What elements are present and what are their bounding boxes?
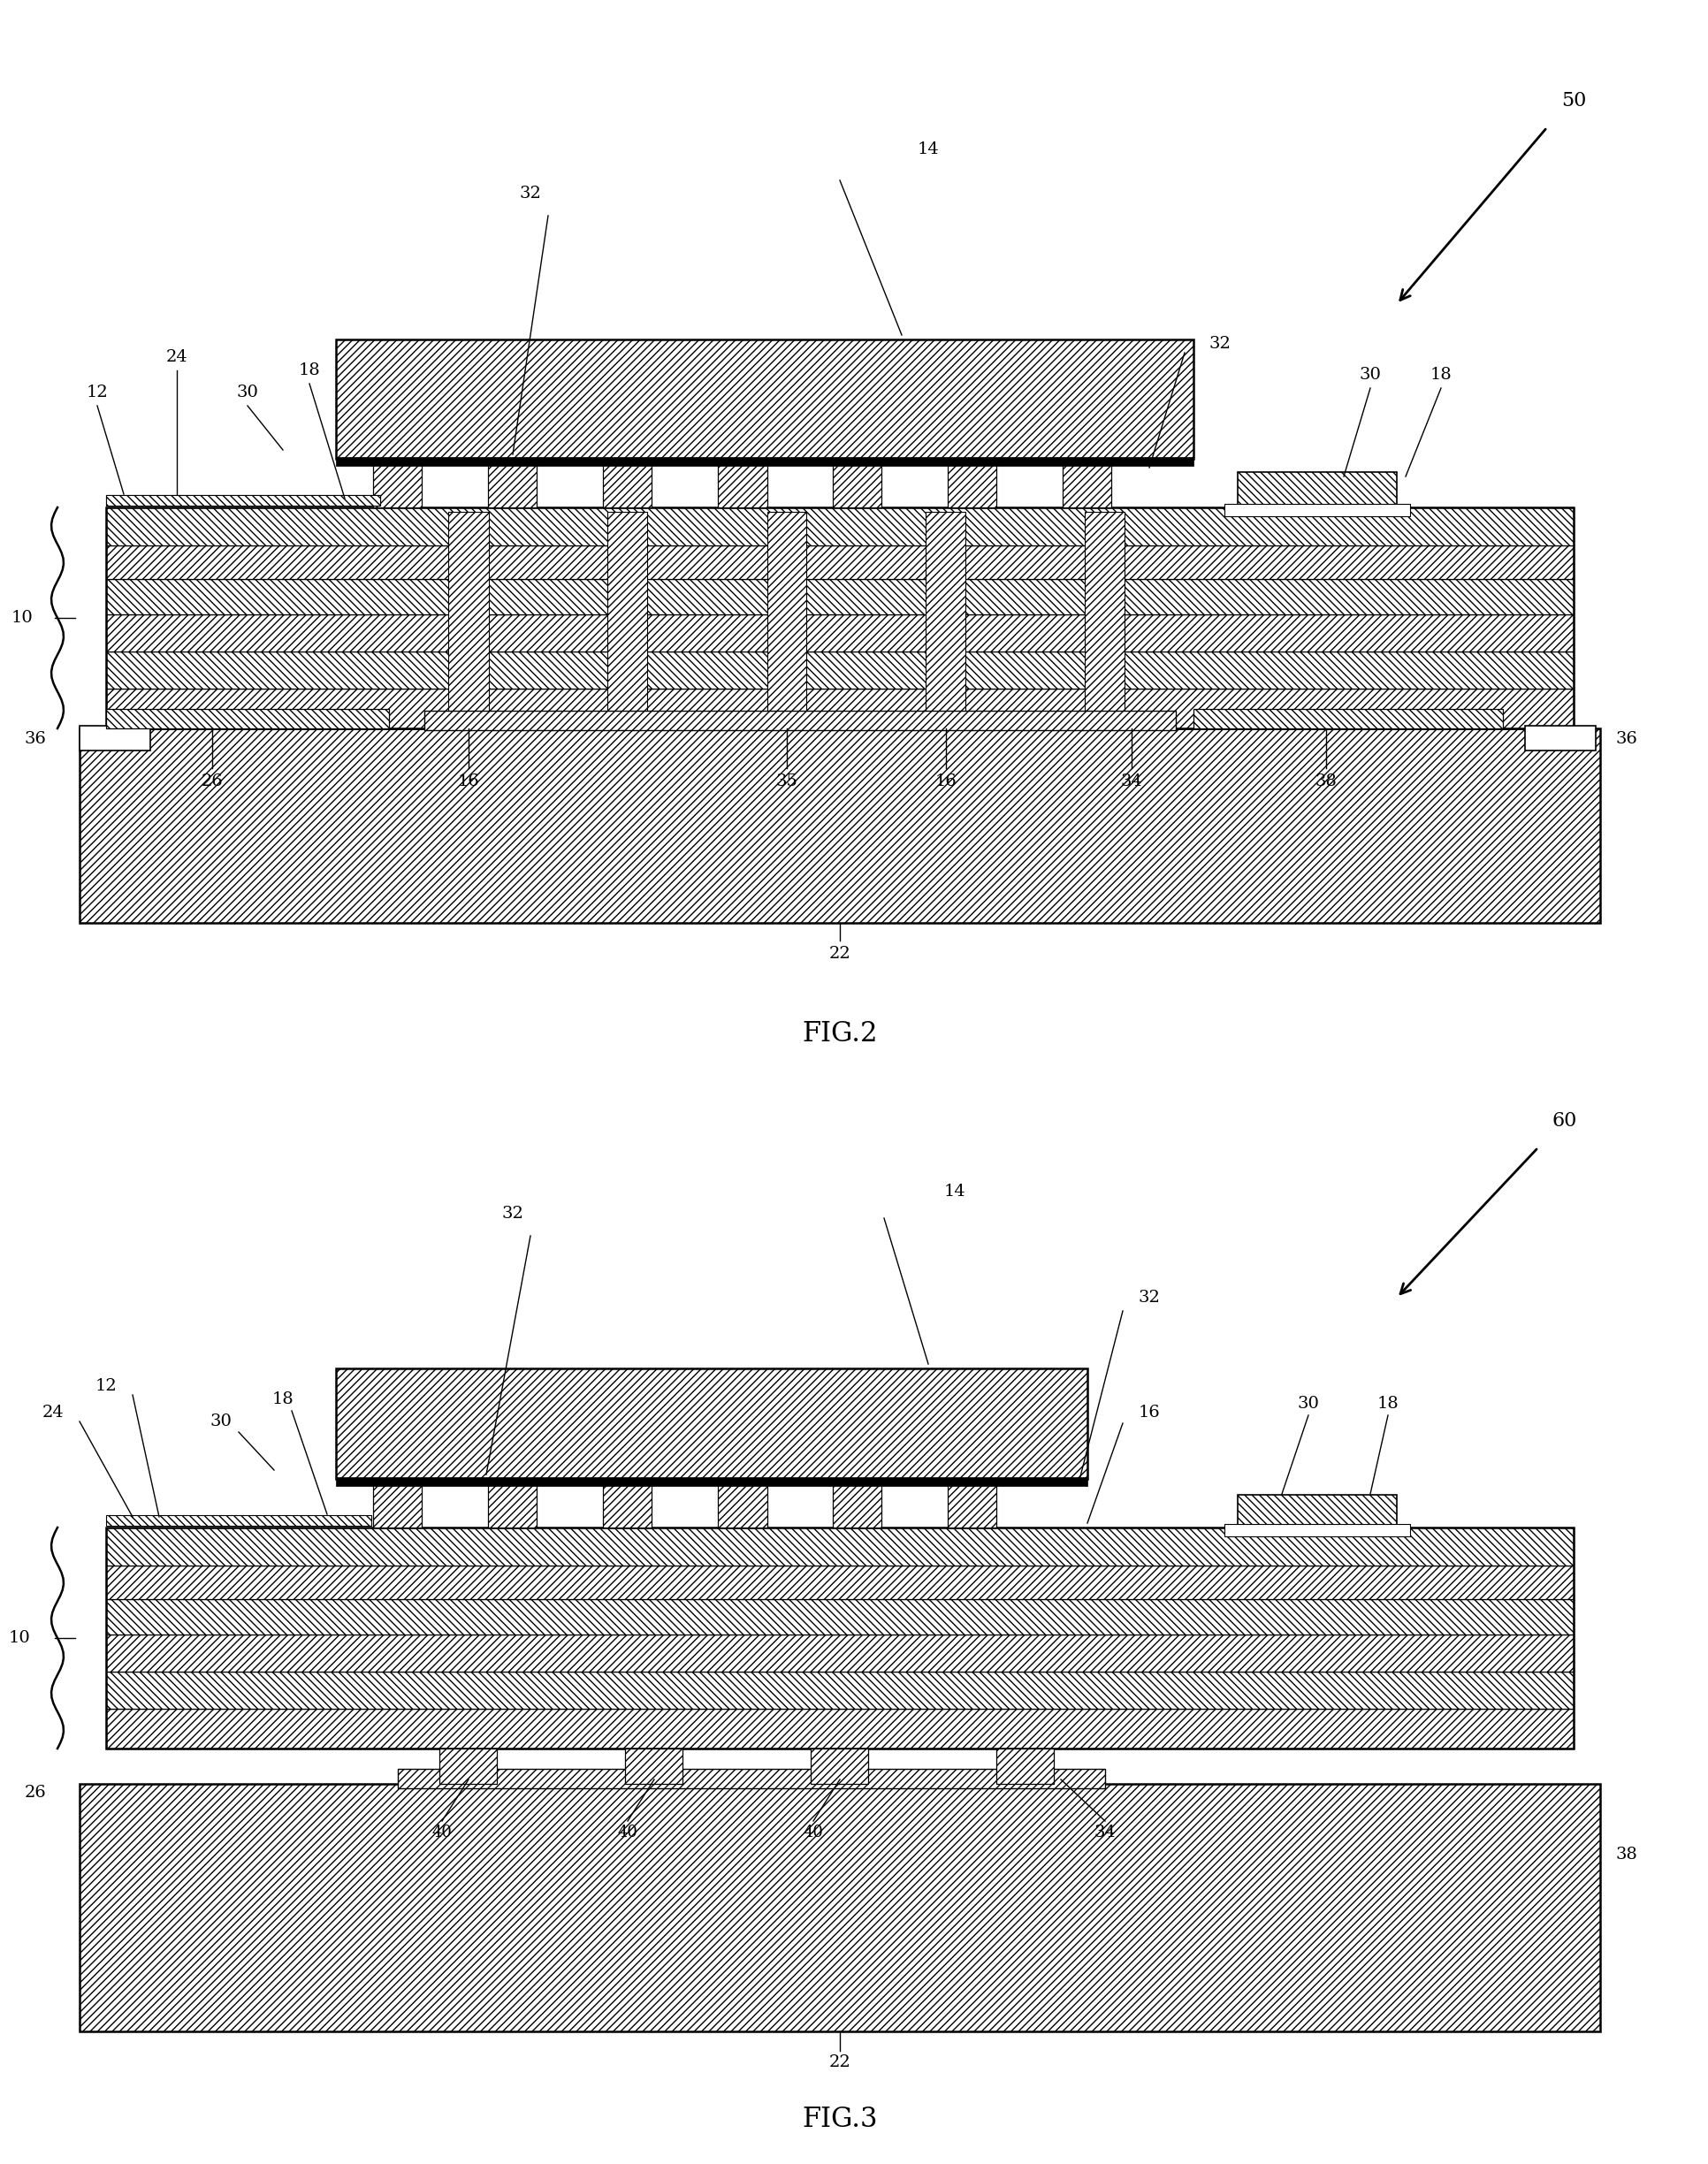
Text: 50: 50 — [1561, 91, 1587, 110]
Bar — [926, 513, 965, 725]
Bar — [106, 1528, 1573, 1565]
Bar — [106, 496, 381, 506]
Bar — [106, 1565, 1573, 1599]
Bar — [625, 1749, 683, 1783]
Bar — [374, 459, 422, 506]
Bar — [424, 710, 1175, 729]
Text: 40: 40 — [803, 1824, 823, 1839]
Bar — [603, 1478, 652, 1528]
Bar — [488, 459, 536, 506]
Text: 30: 30 — [1360, 368, 1382, 383]
Text: 26: 26 — [24, 1785, 46, 1800]
Bar — [1238, 1495, 1397, 1526]
Text: 30: 30 — [210, 1413, 232, 1430]
Text: FIG.3: FIG.3 — [803, 2106, 878, 2134]
Text: 18: 18 — [272, 1391, 294, 1407]
Text: 14: 14 — [945, 1184, 965, 1199]
Bar — [106, 506, 1573, 545]
Text: 22: 22 — [828, 946, 851, 961]
Text: 36: 36 — [24, 731, 46, 747]
Bar — [441, 1749, 497, 1783]
Text: 24: 24 — [43, 1404, 63, 1420]
Text: 18: 18 — [299, 361, 321, 379]
Text: 16: 16 — [458, 773, 480, 790]
Bar — [997, 1749, 1054, 1783]
Bar — [1085, 513, 1126, 725]
Text: 40: 40 — [618, 1824, 637, 1839]
Text: 16: 16 — [934, 773, 956, 790]
Bar — [608, 513, 647, 725]
Bar — [719, 459, 767, 506]
Text: 24: 24 — [166, 348, 188, 366]
Bar — [398, 1768, 1105, 1787]
Bar — [834, 1478, 881, 1528]
Bar — [106, 1634, 1573, 1671]
Bar — [106, 496, 381, 506]
Text: 38: 38 — [1315, 773, 1337, 790]
Bar — [488, 1478, 536, 1528]
Bar — [106, 506, 1573, 729]
Text: 18: 18 — [1430, 368, 1452, 383]
Bar — [106, 615, 1573, 651]
Bar — [336, 1368, 1088, 1478]
Text: 60: 60 — [1553, 1110, 1576, 1130]
Bar — [106, 1671, 1573, 1710]
Bar — [106, 710, 389, 729]
Text: 34: 34 — [1095, 1824, 1115, 1839]
Bar — [106, 651, 1573, 688]
Bar — [336, 1478, 1088, 1487]
Bar — [106, 1599, 1573, 1634]
Text: 10: 10 — [12, 610, 32, 625]
Bar — [1062, 459, 1112, 506]
Bar — [106, 545, 1573, 580]
Bar — [1525, 725, 1595, 751]
Text: 26: 26 — [202, 773, 224, 790]
Text: 38: 38 — [1616, 1846, 1638, 1863]
Bar — [719, 1478, 767, 1528]
Text: FIG.2: FIG.2 — [803, 1019, 878, 1047]
Text: 12: 12 — [87, 385, 108, 400]
Text: 32: 32 — [1138, 1290, 1160, 1305]
Text: 16: 16 — [1138, 1404, 1160, 1420]
Bar — [948, 459, 997, 506]
Bar — [106, 1528, 1573, 1749]
Text: 18: 18 — [1377, 1396, 1399, 1411]
Text: 30: 30 — [236, 385, 258, 400]
Text: 30: 30 — [1298, 1396, 1319, 1411]
Bar — [106, 1710, 1573, 1749]
Bar — [1225, 1523, 1411, 1536]
Text: 22: 22 — [828, 2054, 851, 2071]
Bar — [336, 340, 1194, 459]
Bar — [1238, 472, 1397, 506]
Text: 32: 32 — [1209, 335, 1231, 353]
Bar — [80, 725, 150, 751]
Bar — [449, 513, 488, 725]
Text: 35: 35 — [775, 773, 798, 790]
Text: 34: 34 — [1120, 773, 1143, 790]
Bar — [603, 459, 652, 506]
Bar — [948, 1478, 997, 1528]
Text: 14: 14 — [917, 141, 939, 158]
Bar — [1225, 504, 1411, 517]
Bar — [80, 1783, 1600, 2032]
Text: 12: 12 — [96, 1378, 118, 1394]
Bar — [336, 457, 1194, 465]
Text: 36: 36 — [1616, 731, 1638, 747]
Text: 40: 40 — [432, 1824, 453, 1839]
Bar — [106, 688, 1573, 729]
Text: 10: 10 — [9, 1629, 31, 1647]
Bar — [834, 459, 881, 506]
Bar — [106, 580, 1573, 615]
Text: 32: 32 — [519, 186, 541, 201]
Bar — [106, 1515, 371, 1526]
Bar — [374, 1478, 422, 1528]
Bar — [80, 729, 1600, 922]
Text: 32: 32 — [502, 1205, 524, 1223]
Bar — [811, 1749, 869, 1783]
Bar — [1194, 710, 1503, 729]
Bar — [767, 513, 806, 725]
